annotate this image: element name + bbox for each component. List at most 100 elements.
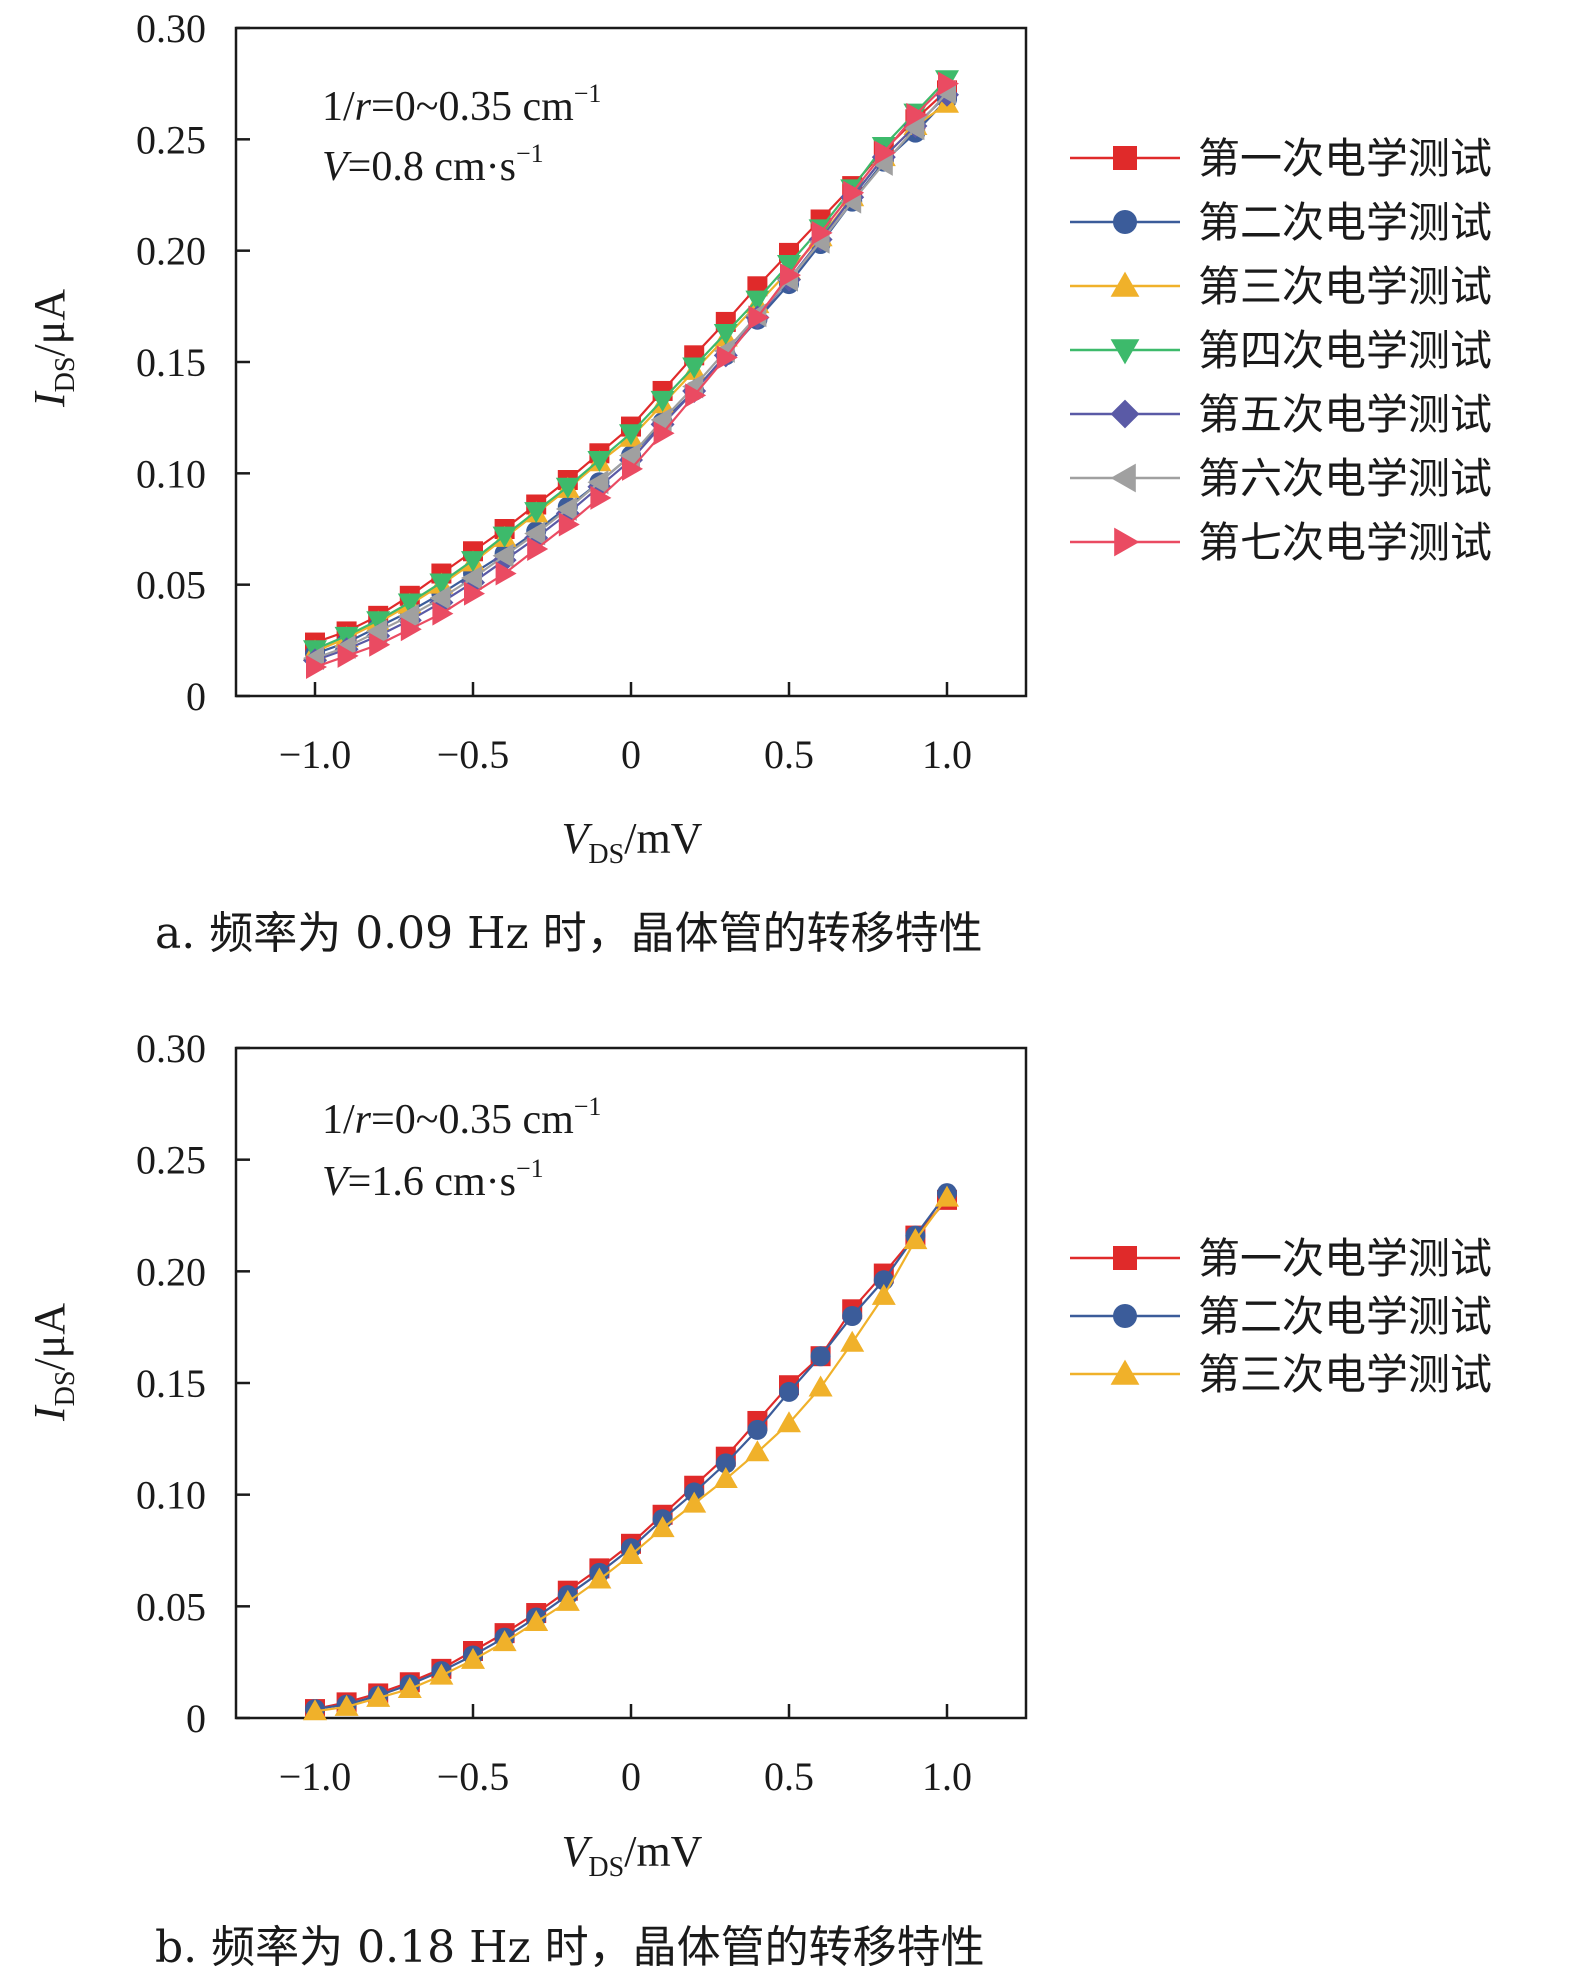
legend-marker [1113,210,1137,234]
data-point [555,477,580,499]
y-axis-label: IDS/μA [25,289,81,408]
data-point [587,470,609,495]
data-point [590,485,612,510]
panel-caption-b: b. 频率为 0.18 Hz 时，晶体管的转移特性 [155,1922,985,1973]
y-tick-label: 0.30 [136,6,206,51]
x-tick-label: 1.0 [922,1754,972,1799]
y-tick-label: 0.20 [136,229,206,274]
legend-item: 第二次电学测试 [1070,198,1492,247]
data-point [366,1685,391,1707]
legend-label: 第二次电学测试 [1198,198,1492,247]
data-point [874,140,896,165]
x-axis-label-unit: /mV [624,814,702,863]
data-point [397,603,419,628]
y-tick-label: 0.15 [136,340,206,385]
data-point [461,551,485,573]
data-point [650,1516,675,1538]
data-point [777,1411,801,1433]
legend-label: 第四次电学测试 [1198,326,1492,375]
legend-label: 第六次电学测试 [1198,454,1492,503]
x-axis-label-var: V [562,1827,594,1876]
x-axis-label: VDS/mV [562,814,703,870]
series-line [314,1196,948,1713]
data-point [619,443,640,468]
y-tick-label: 0.25 [136,1138,206,1183]
data-point [366,611,391,633]
series-2 [305,1183,957,1720]
data-point [811,220,833,245]
data-point [429,573,454,595]
y-axis-label: IDS/μA [25,1303,81,1422]
data-point [464,581,485,606]
series-7 [306,71,959,680]
legend-item: 第五次电学测试 [1070,390,1492,439]
y-tick-label: 0 [186,674,206,719]
legend-item: 第七次电学测试 [1070,518,1492,567]
annotation-speed-var: V [322,144,352,190]
annotation-speed-value: =1.6 cm·s [348,1159,516,1205]
x-tick-label: 0 [621,1754,641,1799]
legend-label: 第一次电学测试 [1198,134,1492,183]
annotation-range-sup: −1 [574,79,602,108]
legend-label: 第二次电学测试 [1198,1292,1492,1341]
data-point [903,1228,928,1250]
data-point [780,263,801,288]
legend-marker [1113,146,1137,170]
data-point [369,632,391,657]
legend-label: 第三次电学测试 [1198,262,1492,311]
data-point [555,496,577,521]
data-point [461,1647,485,1669]
annotation-range-var: r [355,1097,372,1143]
data-point [871,151,893,176]
y-tick-label: 0.25 [136,117,206,162]
y-axis-label-sub: DS [50,1371,81,1407]
annotation-range: 1/r=0~0.35 cm−1 [322,79,601,130]
data-point [810,1346,831,1367]
x-axis-label-sub: DS [588,1852,624,1883]
data-point [461,565,482,590]
x-tick-label: 0 [621,732,641,777]
legend-marker [1110,399,1140,429]
data-point [622,456,643,481]
chart-panel-a: 0 0.05 0.10 0.15 0.20 0.25 0.30 −1.0 −0.5 0 0.5 1.… [25,6,1492,959]
data-point [840,1330,865,1352]
y-tick-label: 0.20 [136,1249,206,1294]
data-point [397,593,422,615]
y-axis-ticks: 0 0.05 0.10 0.15 0.20 0.25 0.30 [136,6,250,719]
panel-caption-a: a. 频率为 0.09 Hz 时，晶体管的转移特性 [155,908,983,959]
data-point [492,1630,517,1652]
annotation-range-var: r [355,84,372,130]
data-point [337,643,359,668]
legend-item: 第三次电学测试 [1070,1350,1492,1399]
annotation-range-prefix: 1/ [322,84,355,130]
x-tick-label: 0.5 [764,732,814,777]
data-point [587,1567,612,1589]
legend-item: 第三次电学测试 [1070,262,1492,311]
y-tick-label: 0.15 [136,1361,206,1406]
series-3 [303,1185,959,1721]
y-axis-label-unit: /μA [25,1303,74,1371]
annotation-range-prefix: 1/ [322,1097,355,1143]
legend-marker [1114,527,1140,557]
series-layer [303,70,959,680]
legend-item: 第二次电学测试 [1070,1292,1492,1341]
legend-label: 第一次电学测试 [1198,1234,1492,1283]
data-point [429,1663,454,1685]
data-point [587,450,612,472]
data-point [619,1542,643,1564]
x-tick-label: 1.0 [922,732,972,777]
annotation-range-value: =0~0.35 cm [371,84,574,130]
chart-panel-b: 0 0.05 0.10 0.15 0.20 0.25 0.30 −1.0 −0.5 0 0.5 1.… [25,1026,1492,1973]
data-point [650,407,672,432]
annotation-speed-sup: −1 [516,139,544,168]
legend-marker [1113,1246,1137,1270]
legend-marker [1110,1359,1140,1385]
data-point [429,586,451,611]
data-point [745,290,770,312]
data-point [748,305,770,330]
y-tick-label: 0.10 [136,451,206,496]
data-point [715,1453,736,1474]
data-point [808,1375,833,1397]
legend: 第一次电学测试第二次电学测试第三次电学测试第四次电学测试第五次电学测试第六次电学… [1070,134,1492,567]
y-axis-label-unit: /μA [25,289,74,357]
